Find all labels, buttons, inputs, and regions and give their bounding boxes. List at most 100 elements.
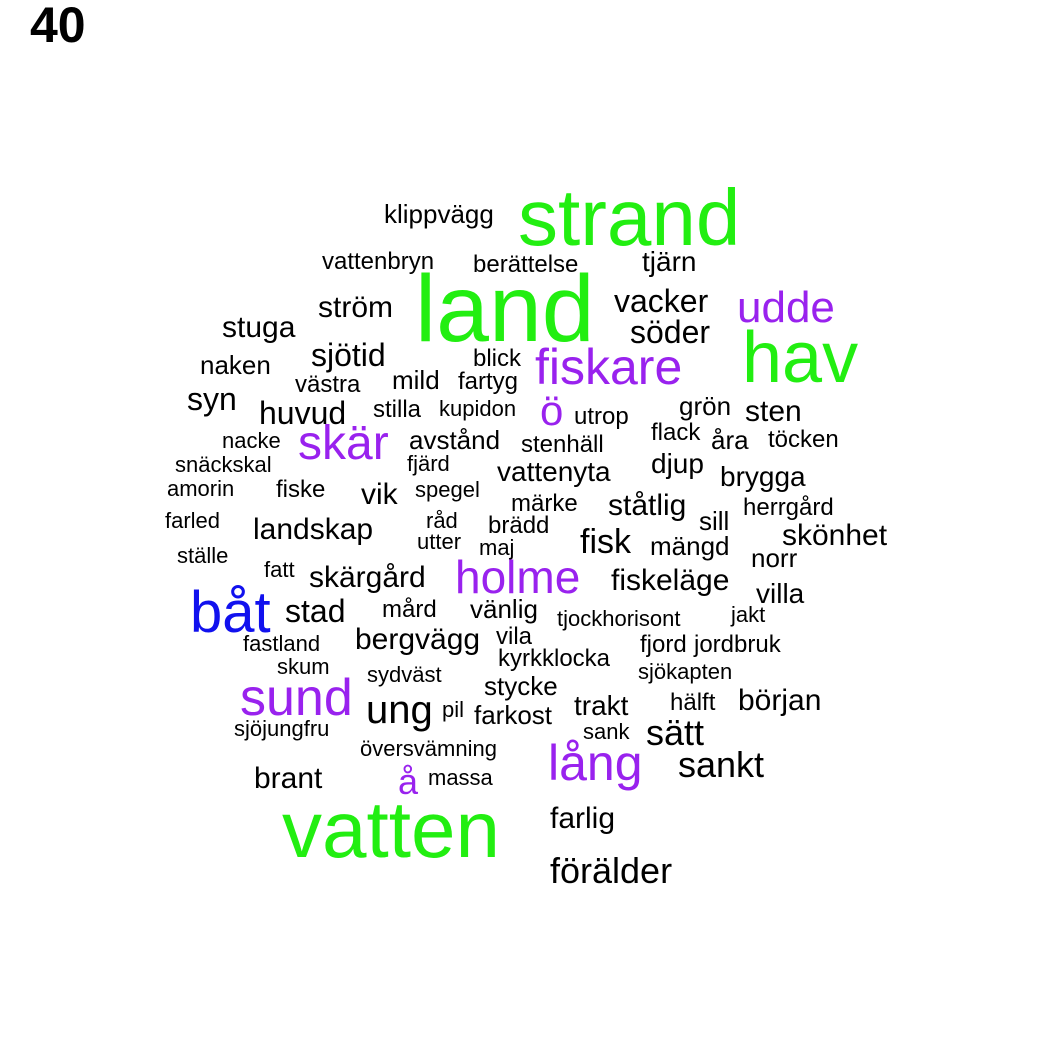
cloud-word: stycke	[484, 671, 558, 701]
cloud-word: å	[398, 761, 419, 802]
cloud-word: stilla	[373, 396, 422, 423]
cloud-word: råd	[426, 508, 458, 533]
cloud-word: skum	[277, 654, 330, 679]
cloud-word: jakt	[731, 602, 766, 627]
cloud-word: vänlig	[470, 594, 538, 624]
cloud-word: djup	[651, 448, 704, 479]
cloud-word: ställe	[177, 543, 229, 568]
cloud-word: farled	[165, 508, 221, 533]
cloud-word: sjötid	[311, 337, 386, 373]
cloud-word: nacke	[222, 428, 281, 453]
cloud-word: avstånd	[409, 425, 501, 455]
cloud-word: utter	[417, 529, 462, 554]
cloud-word: klippvägg	[384, 199, 494, 229]
cloud-word: blick	[473, 345, 522, 372]
cloud-word: hälft	[670, 689, 716, 716]
cloud-word: huvud	[259, 395, 347, 431]
cloud-word: båt	[190, 580, 271, 645]
cloud-word: norr	[751, 543, 798, 573]
cloud-word: villa	[756, 578, 805, 609]
cloud-word: maj	[479, 535, 515, 560]
cloud-word: grön	[679, 391, 732, 421]
cloud-word: pil	[442, 697, 465, 722]
cloud-word: lång	[548, 735, 643, 791]
cloud-word: sätt	[646, 712, 705, 753]
cloud-word: massa	[428, 765, 493, 790]
cloud-word: vattenbryn	[322, 248, 435, 275]
cloud-word: tjärn	[642, 246, 697, 277]
cloud-word: brädd	[488, 512, 550, 539]
cloud-word: snäckskal	[175, 452, 272, 477]
cloud-word: ung	[366, 688, 433, 732]
cloud-word: hav	[742, 318, 859, 398]
cloud-word: holme	[455, 551, 581, 603]
cloud-word: utrop	[574, 403, 629, 430]
cloud-word: jordbruk	[694, 631, 781, 658]
cloud-word: stad	[285, 593, 346, 629]
cloud-word: herrgård	[743, 494, 834, 521]
cloud-word: landskap	[253, 513, 374, 546]
cloud-word: sydväst	[367, 662, 442, 687]
cloud-word: vik	[361, 478, 398, 511]
cloud-word: sjöjungfru	[234, 716, 330, 741]
cloud-word: bergvägg	[355, 623, 481, 656]
cloud-word: amorin	[167, 476, 235, 501]
cloud-word: fisk	[580, 523, 631, 561]
cloud-word: vattenyta	[497, 456, 611, 487]
cloud-word: början	[738, 684, 822, 717]
cloud-word: berättelse	[473, 251, 579, 278]
cloud-word: skärgård	[309, 561, 426, 594]
cloud-word: skär	[298, 417, 389, 470]
cloud-word: åra	[711, 425, 749, 455]
cloud-word: töcken	[768, 426, 839, 453]
cloud-word: söder	[630, 314, 711, 350]
cloud-word: udde	[737, 283, 835, 332]
cloud-word: sill	[699, 506, 730, 536]
cloud-word: land	[415, 256, 595, 362]
cloud-word: fjärd	[407, 451, 450, 476]
cloud-word: ström	[318, 291, 393, 324]
cloud-word: brygga	[720, 461, 806, 492]
cloud-word: brant	[254, 762, 323, 795]
cloud-word: förälder	[550, 850, 673, 891]
cloud-word: ö	[540, 387, 564, 434]
cloud-word: stuga	[222, 311, 296, 344]
cloud-word: sankt	[678, 744, 765, 785]
cloud-word: mård	[382, 596, 437, 623]
cloud-word: fiskeläge	[611, 564, 730, 597]
cloud-word: tjockhorisont	[557, 606, 681, 631]
cloud-word: syn	[187, 381, 237, 417]
cloud-word: ståtlig	[608, 489, 687, 522]
cloud-word: vacker	[614, 283, 709, 319]
cloud-word: kupidon	[439, 396, 517, 421]
cloud-word: kyrkklocka	[498, 645, 611, 672]
cloud-word: sjökapten	[638, 659, 733, 684]
cloud-word: spegel	[415, 477, 480, 502]
cloud-word: farkost	[474, 700, 553, 730]
cloud-word: stenhäll	[521, 431, 604, 458]
cloud-word: översvämning	[360, 736, 497, 761]
cloud-word: fatt	[264, 557, 295, 582]
cloud-word: märke	[511, 490, 578, 517]
cloud-word: västra	[295, 371, 361, 398]
cloud-word: skönhet	[782, 519, 888, 552]
cloud-word: sank	[583, 719, 630, 744]
cloud-word: fjord	[640, 631, 687, 658]
cloud-word: farlig	[550, 802, 616, 835]
cloud-word: fastland	[243, 631, 321, 656]
cloud-word: fartyg	[458, 368, 519, 395]
cloud-word: sten	[745, 395, 802, 428]
cloud-word: fiskare	[535, 339, 683, 395]
page-number-label: 40	[30, 0, 86, 53]
cloud-word: vatten	[282, 785, 500, 874]
cloud-word: mängd	[650, 531, 730, 561]
cloud-word: mild	[392, 365, 440, 395]
cloud-word: naken	[200, 350, 271, 380]
cloud-word: sund	[240, 669, 353, 727]
cloud-word: fiske	[276, 476, 326, 503]
cloud-word: trakt	[574, 690, 629, 721]
cloud-word: strand	[518, 173, 741, 262]
cloud-word: flack	[651, 419, 701, 446]
cloud-word: vila	[496, 623, 533, 650]
